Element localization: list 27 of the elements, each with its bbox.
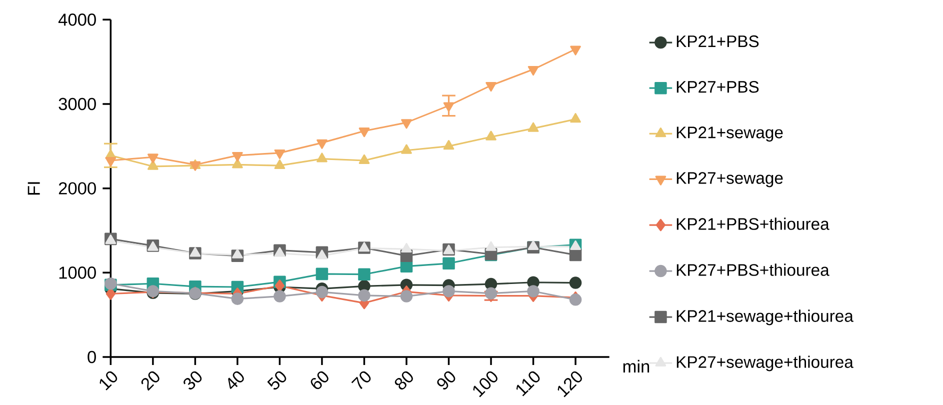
x-tick-label: 100 — [473, 371, 498, 398]
legend-label: KP27+sewage+thiourea — [676, 356, 854, 372]
legend-label: KP21+PBS+thiourea — [676, 218, 830, 230]
x-axis-title: min — [623, 360, 650, 372]
x-tick-label: 80 — [394, 371, 413, 390]
legend-label: KP21+sewage — [676, 126, 783, 142]
legend-label: KP27+sewage — [676, 172, 783, 188]
x-tick-label: 120 — [558, 371, 582, 398]
legend-label: KP21+PBS — [676, 35, 759, 48]
x-tick-label: 30 — [184, 371, 202, 390]
y-tick-label: 4000 — [58, 14, 96, 26]
x-tick-label: 50 — [267, 371, 286, 390]
y-tick-label: 2000 — [58, 182, 96, 194]
legend-label: KP27+PBS+thiourea — [676, 264, 830, 276]
x-tick-label: 20 — [141, 371, 160, 391]
y-tick-label: 3000 — [58, 98, 96, 110]
y-tick-label: 0 — [88, 350, 96, 364]
x-tick-label: 40 — [228, 371, 244, 390]
y-axis-title: FI — [28, 182, 40, 195]
y-tick-label: 1000 — [59, 266, 96, 279]
x-tick-label: 110 — [516, 371, 540, 396]
x-tick-label: 90 — [437, 371, 456, 390]
legend-label: KP21+sewage+thiourea — [676, 310, 854, 326]
x-tick-label: 60 — [310, 371, 328, 390]
legend-label: KP27+PBS — [676, 80, 759, 93]
x-tick-label: 70 — [351, 371, 371, 390]
x-tick-label: 10 — [100, 371, 118, 390]
